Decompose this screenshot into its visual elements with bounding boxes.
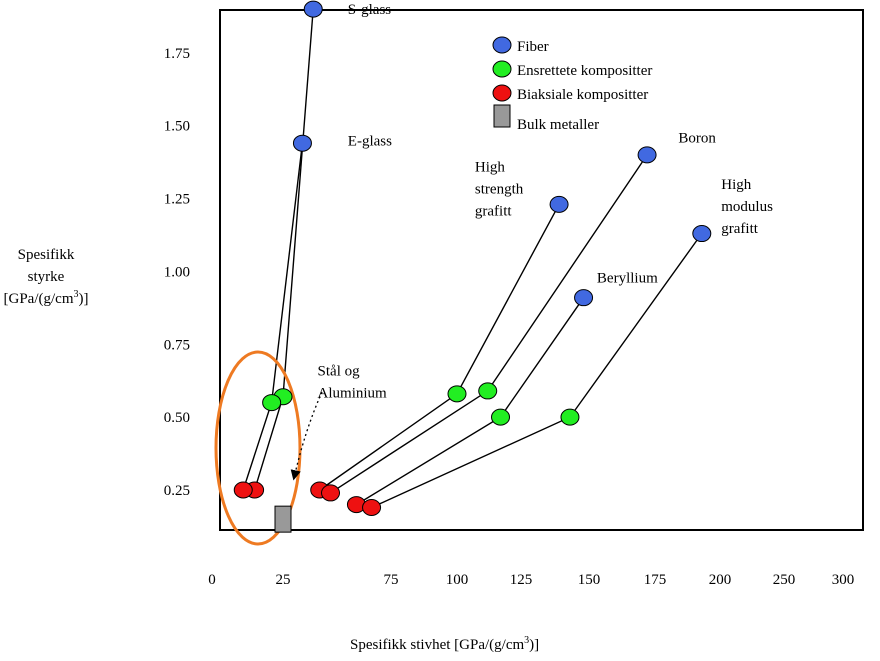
x-tick-label: 125 [510, 572, 533, 588]
x-tick-label: 200 [709, 572, 732, 588]
steel-aluminium-arrow [290, 391, 323, 481]
fiber-point [692, 225, 712, 243]
fiber-point [637, 146, 657, 164]
x-tick-label: 175 [644, 572, 667, 588]
y-tick-label: 0.50 [164, 410, 190, 426]
biaxial-composite-point [321, 484, 341, 502]
x-tick-label: 300 [832, 572, 855, 588]
x-axis-label: Spesifikk stivhet [GPa/(g/cm3)] [350, 635, 540, 654]
y-tick-label: 1.50 [164, 119, 190, 135]
y-tick-labels: 2.001.751.501.251.000.750.500.25 [164, 46, 190, 499]
material-label: Beryllium [597, 270, 658, 286]
unidirectional-composite-point [262, 394, 282, 412]
biaxial-composite-point [362, 498, 382, 516]
fiber-point [549, 195, 569, 213]
material-label: E-glass [348, 133, 392, 149]
legend-label: Ensrettete kompositter [517, 63, 652, 79]
unidirectional-composite-point [478, 382, 498, 400]
legend-label: Bulk metaller [517, 117, 599, 133]
x-tick-label: 75 [384, 572, 399, 588]
material-label: High modulus grafitt [721, 177, 773, 237]
x-tick-labels: 0 25 75 100 125 150 175 200 250 300 [208, 572, 854, 588]
unidirectional-composite-point [491, 408, 511, 426]
fiber-point [574, 289, 594, 307]
x-tick-label: 150 [578, 572, 601, 588]
y-axis-label: Spesifikk styrke [GPa/(g/cm3)] [3, 247, 89, 307]
x-tick-label: 250 [773, 572, 796, 588]
legend: Fiber Ensrettete kompositter Biaksiale kom… [492, 36, 652, 133]
x-tick-label: 25 [276, 572, 291, 588]
x-tick-label: 0 [208, 572, 216, 588]
bulk-metal-point [274, 505, 292, 533]
y-tick-label: 1.00 [164, 264, 190, 280]
legend-marker [492, 84, 512, 102]
legend-marker [492, 36, 512, 54]
material-label: Boron [678, 130, 716, 146]
highlight-ellipse [214, 350, 302, 546]
biaxial-composite-point [233, 481, 253, 499]
data-points [233, 0, 712, 533]
y-tick-label: 0.75 [164, 337, 190, 353]
plot-area [219, 9, 864, 531]
y-tick-label: 1.75 [164, 46, 190, 62]
material-label: S-glass [348, 2, 392, 18]
unidirectional-composite-point [560, 408, 580, 426]
fiber-point [292, 134, 312, 152]
legend-label: Fiber [517, 39, 549, 55]
material-label: High strength grafitt [475, 160, 524, 220]
fiber-point [303, 0, 323, 18]
x-tick-label: 100 [446, 572, 469, 588]
y-tick-label: 0.25 [164, 483, 190, 499]
material-label: Stål og Aluminium [318, 364, 388, 402]
y-tick-label: 1.25 [164, 192, 190, 208]
legend-label: Biaksiale kompositter [517, 87, 648, 103]
material-labels: S-glass E-glass High strength grafitt Boron Hi… [318, 2, 774, 401]
legend-marker [493, 104, 511, 128]
unidirectional-composite-point [447, 385, 467, 403]
legend-marker [492, 60, 512, 78]
